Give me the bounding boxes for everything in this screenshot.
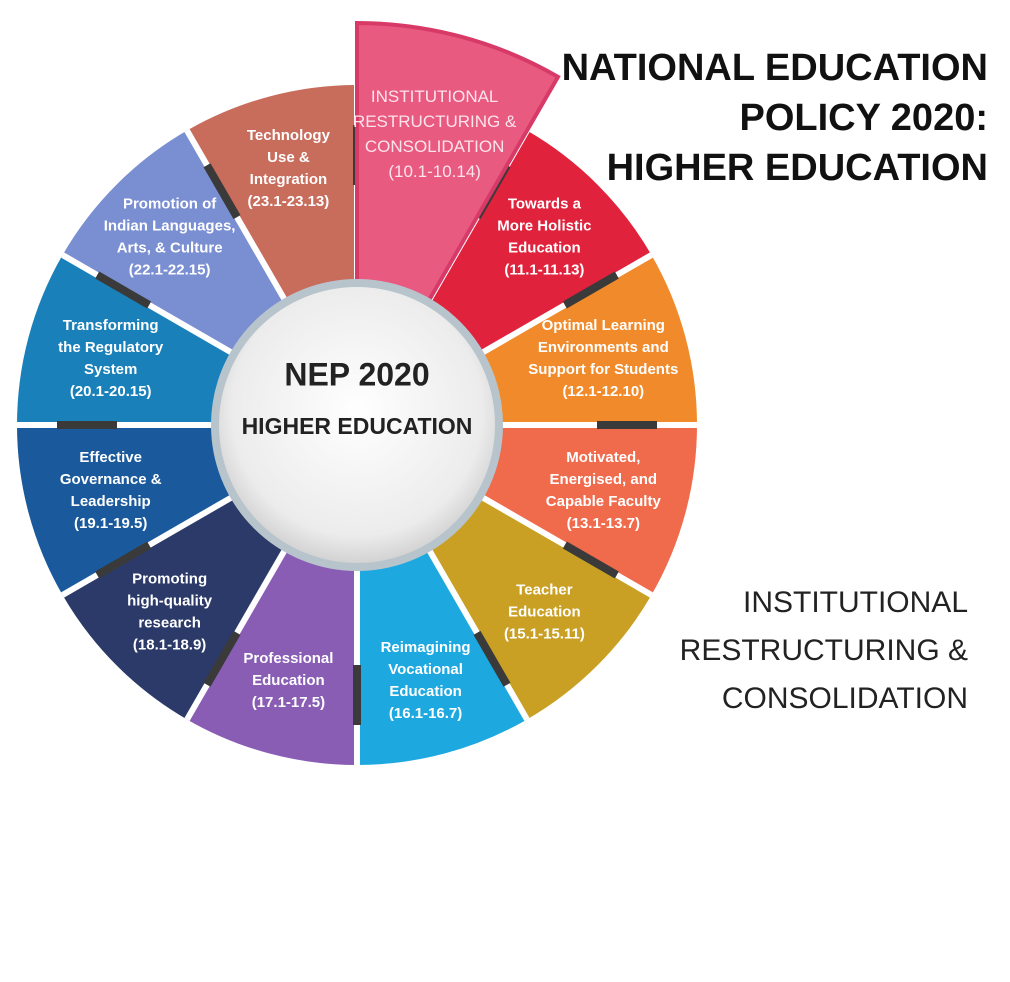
segment-text: high-quality: [127, 592, 213, 609]
segment-label: Professional Education (17.1-17.5): [243, 650, 333, 711]
segment-text: Governance &: [60, 471, 162, 488]
segment-text: (16.1-16.7): [389, 705, 462, 722]
segment-text: Education: [389, 683, 462, 700]
segment-text: RESTRUCTURING &: [353, 112, 517, 131]
segment-label: Technology Use & Integration (23.1-23.13): [247, 127, 331, 210]
segment-text: the Regulatory: [58, 339, 164, 356]
segment-text: Motivated,: [566, 449, 640, 466]
segment: [62, 495, 287, 720]
segment-text: Promoting: [132, 570, 207, 587]
segment-text: Effective: [79, 449, 142, 466]
segment-text: Energised, and: [550, 471, 658, 488]
segment-text: research: [138, 614, 201, 631]
segment-text: Support for Students: [528, 361, 678, 378]
segment-text: Vocational: [388, 661, 463, 678]
focus-label: INSTITUTIONAL RESTRUCTURING & CONSOLIDAT…: [680, 586, 968, 715]
title: NATIONAL EDUCATION POLICY 2020: HIGHER E…: [562, 47, 988, 189]
segment-label: Promoting high-quality research (18.1-18.9): [127, 570, 213, 653]
segment-text: Leadership: [71, 493, 151, 510]
segment-label: INSTITUTIONAL RESTRUCTURING & CONSOLIDATIO…: [353, 87, 517, 181]
segment-text: (10.1-10.14): [388, 162, 481, 181]
segment-text: (23.1-23.13): [248, 193, 330, 210]
segment-text: Promotion of: [123, 196, 217, 213]
segment-text: Capable Faculty: [546, 493, 662, 510]
segment: [357, 546, 527, 765]
title-line: NATIONAL EDUCATION: [562, 47, 988, 89]
segment-text: Environments and: [538, 339, 669, 356]
segment-text: CONSOLIDATION: [365, 137, 504, 156]
separator-bar: [203, 163, 241, 220]
segment-text: (22.1-22.15): [129, 262, 211, 279]
focus-line: INSTITUTIONAL: [743, 586, 968, 619]
segment-text: Education: [508, 603, 581, 620]
separator-bar: [95, 541, 152, 579]
segment-text: (11.1-11.13): [504, 262, 584, 279]
separator-bar: [473, 630, 511, 687]
hub-subtitle: HIGHER EDUCATION: [242, 413, 473, 439]
segment-text: Education: [252, 672, 325, 689]
segment-text: Reimagining: [381, 639, 471, 656]
segment: [187, 546, 357, 765]
segment-text: Professional: [243, 650, 333, 667]
segment-text: (15.1-15.11): [504, 625, 585, 642]
segment-text: Optimal Learning: [542, 317, 665, 334]
separator-bar: [203, 630, 241, 687]
segment-text: Transforming: [63, 317, 159, 334]
segment: [427, 130, 652, 355]
wheel: INSTITUTIONAL RESTRUCTURING & CONSOLIDATIO…: [17, 20, 697, 765]
segment-label: Transforming the Regulatory System (20.1-20…: [58, 317, 164, 400]
segment: [427, 495, 652, 720]
segment-text: Use &: [267, 149, 310, 166]
segment-label: Towards a More Holistic Education (11.1-11.…: [497, 196, 591, 279]
segment: [62, 130, 287, 355]
segment-text: (17.1-17.5): [252, 694, 325, 711]
segment-text: (19.1-19.5): [74, 515, 147, 532]
hub-title: NEP 2020: [284, 356, 429, 392]
segment: [187, 85, 357, 304]
segment: [478, 255, 697, 425]
segment-text: INSTITUTIONAL: [371, 87, 499, 106]
segment-text: (12.1-12.10): [562, 383, 644, 400]
focus-line: RESTRUCTURING &: [680, 634, 968, 667]
separator-bar: [562, 541, 619, 579]
title-line: HIGHER EDUCATION: [607, 147, 988, 189]
segment-text: Integration: [250, 171, 328, 188]
separator-bar: [95, 271, 152, 309]
segment-label: Teacher Education (15.1-15.11): [504, 581, 585, 642]
separator-bar: [562, 271, 619, 309]
segment-text: More Holistic: [497, 218, 591, 235]
segment-label: Reimagining Vocational Education (16.1-16.7…: [381, 639, 471, 722]
segment-text: Towards a: [508, 196, 582, 213]
segment-text: (18.1-18.9): [133, 636, 206, 653]
segment: [17, 255, 236, 425]
segment-text: Technology: [247, 127, 331, 144]
segment-label: Motivated, Energised, and Capable Faculty (…: [546, 449, 662, 532]
segment: [478, 425, 697, 595]
segment-text: (20.1-20.15): [70, 383, 152, 400]
segment-text: Indian Languages,: [104, 218, 236, 235]
segment-label: Promotion of Indian Languages, Arts, & Cul…: [104, 196, 236, 279]
segment-label: Optimal Learning Environments and Support …: [528, 317, 678, 400]
segment-text: System: [84, 361, 137, 378]
segment-label: Effective Governance & Leadership (19.1-19.…: [60, 449, 162, 532]
segment: [17, 425, 236, 595]
segment-text: Arts, & Culture: [117, 240, 223, 257]
segment-text: (13.1-13.7): [567, 515, 640, 532]
title-line: POLICY 2020:: [739, 97, 988, 139]
segment-text: Education: [508, 240, 581, 257]
hub: [211, 279, 503, 571]
segment-text: Teacher: [516, 581, 573, 598]
focus-line: CONSOLIDATION: [722, 682, 968, 715]
